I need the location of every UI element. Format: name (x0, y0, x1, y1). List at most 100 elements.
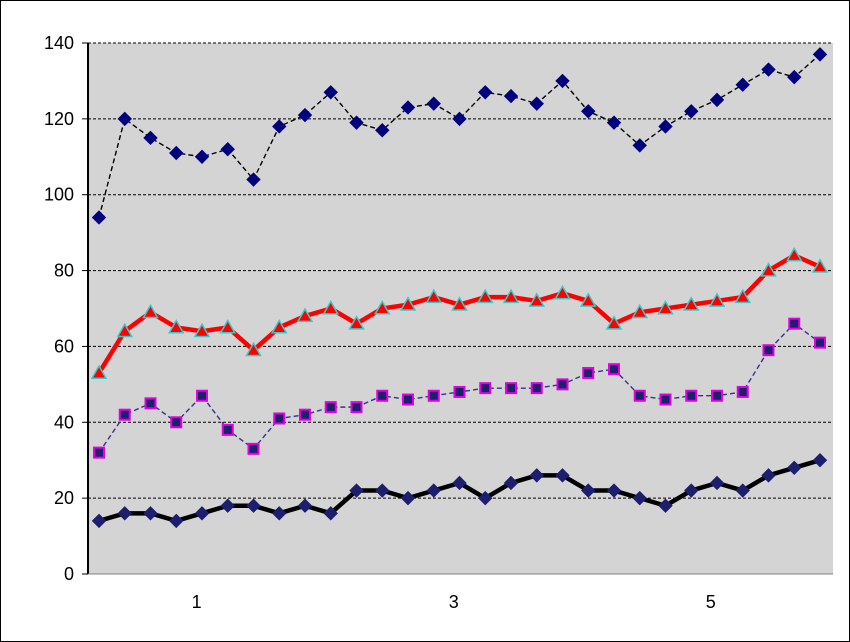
data-point (245, 341, 262, 357)
data-point (735, 483, 750, 498)
x-tick-label: 5 (706, 592, 716, 612)
data-point (685, 389, 698, 402)
series-group (90, 47, 829, 529)
data-point (170, 416, 183, 429)
data-point (478, 490, 493, 506)
data-point (814, 336, 826, 349)
data-point (812, 453, 828, 468)
data-point (323, 85, 338, 100)
data-point (502, 288, 520, 304)
data-point (297, 107, 313, 123)
data-point (734, 288, 752, 304)
data-point (581, 483, 596, 498)
data-point (91, 210, 107, 225)
data-point (760, 262, 777, 277)
data-point (503, 88, 519, 104)
data-point (247, 442, 260, 455)
data-point (299, 408, 311, 421)
data-point (605, 315, 623, 330)
data-point (221, 423, 234, 436)
y-tick-label: 100 (44, 185, 74, 205)
x-axis-ticks: 1 3 5 (192, 592, 716, 612)
data-point (787, 69, 802, 85)
data-point (196, 389, 208, 402)
data-point (426, 96, 441, 111)
y-tick-label: 60 (54, 336, 74, 356)
data-point (402, 393, 414, 406)
data-point (297, 498, 313, 513)
data-point (788, 317, 801, 330)
data-point (762, 344, 775, 357)
data-point (632, 490, 647, 506)
y-tick-label: 0 (64, 564, 74, 584)
data-point (785, 246, 803, 262)
data-point (529, 96, 544, 111)
data-point (709, 92, 725, 108)
data-point (273, 412, 286, 425)
series-2 (90, 246, 829, 379)
data-point (633, 389, 646, 402)
data-point (631, 303, 649, 319)
y-tick-label: 140 (44, 33, 74, 53)
series-3 (93, 317, 826, 459)
data-point (555, 468, 570, 483)
data-point (503, 475, 519, 491)
data-point (93, 446, 105, 459)
data-point (169, 145, 184, 161)
data-point (505, 382, 517, 395)
data-point (350, 401, 363, 414)
data-point (530, 382, 543, 395)
data-point (658, 498, 673, 513)
data-point (349, 115, 364, 130)
data-point (453, 385, 466, 398)
data-point (476, 288, 494, 304)
data-point (219, 318, 237, 334)
data-point (658, 119, 673, 134)
data-point (684, 104, 699, 119)
data-point (349, 483, 364, 498)
data-point (118, 408, 131, 421)
data-point (761, 468, 776, 483)
data-point (116, 322, 134, 338)
y-tick-label: 80 (54, 261, 74, 281)
y-axis-ticks: 0 20 40 60 80 100 120 140 (44, 33, 88, 584)
data-point (556, 378, 569, 391)
data-point (194, 506, 210, 521)
data-point (167, 318, 185, 334)
data-point (427, 389, 440, 402)
series-1 (91, 47, 828, 225)
data-point (426, 483, 441, 498)
data-point (220, 498, 235, 513)
data-point (193, 322, 211, 338)
data-point (272, 119, 287, 134)
data-point (296, 307, 314, 323)
data-point (142, 303, 159, 319)
data-point (270, 318, 288, 334)
data-point (606, 115, 622, 130)
data-point (708, 292, 726, 307)
data-point (711, 389, 723, 402)
data-point (479, 382, 492, 395)
data-point (761, 62, 776, 77)
data-point (246, 172, 261, 187)
data-point (787, 460, 802, 476)
data-point (606, 483, 622, 498)
series-1-line (98, 53, 821, 218)
data-point (735, 77, 750, 92)
data-point (478, 85, 493, 100)
data-point (684, 483, 699, 498)
data-point (323, 506, 338, 521)
data-point (451, 296, 468, 311)
data-point (400, 100, 416, 115)
data-point (117, 506, 132, 521)
x-tick-label: 3 (449, 592, 459, 612)
data-point (375, 123, 390, 138)
data-point (144, 397, 157, 410)
data-point (608, 363, 620, 376)
data-point (400, 490, 416, 506)
data-point (117, 111, 132, 127)
data-point (709, 475, 725, 491)
data-point (91, 513, 107, 529)
